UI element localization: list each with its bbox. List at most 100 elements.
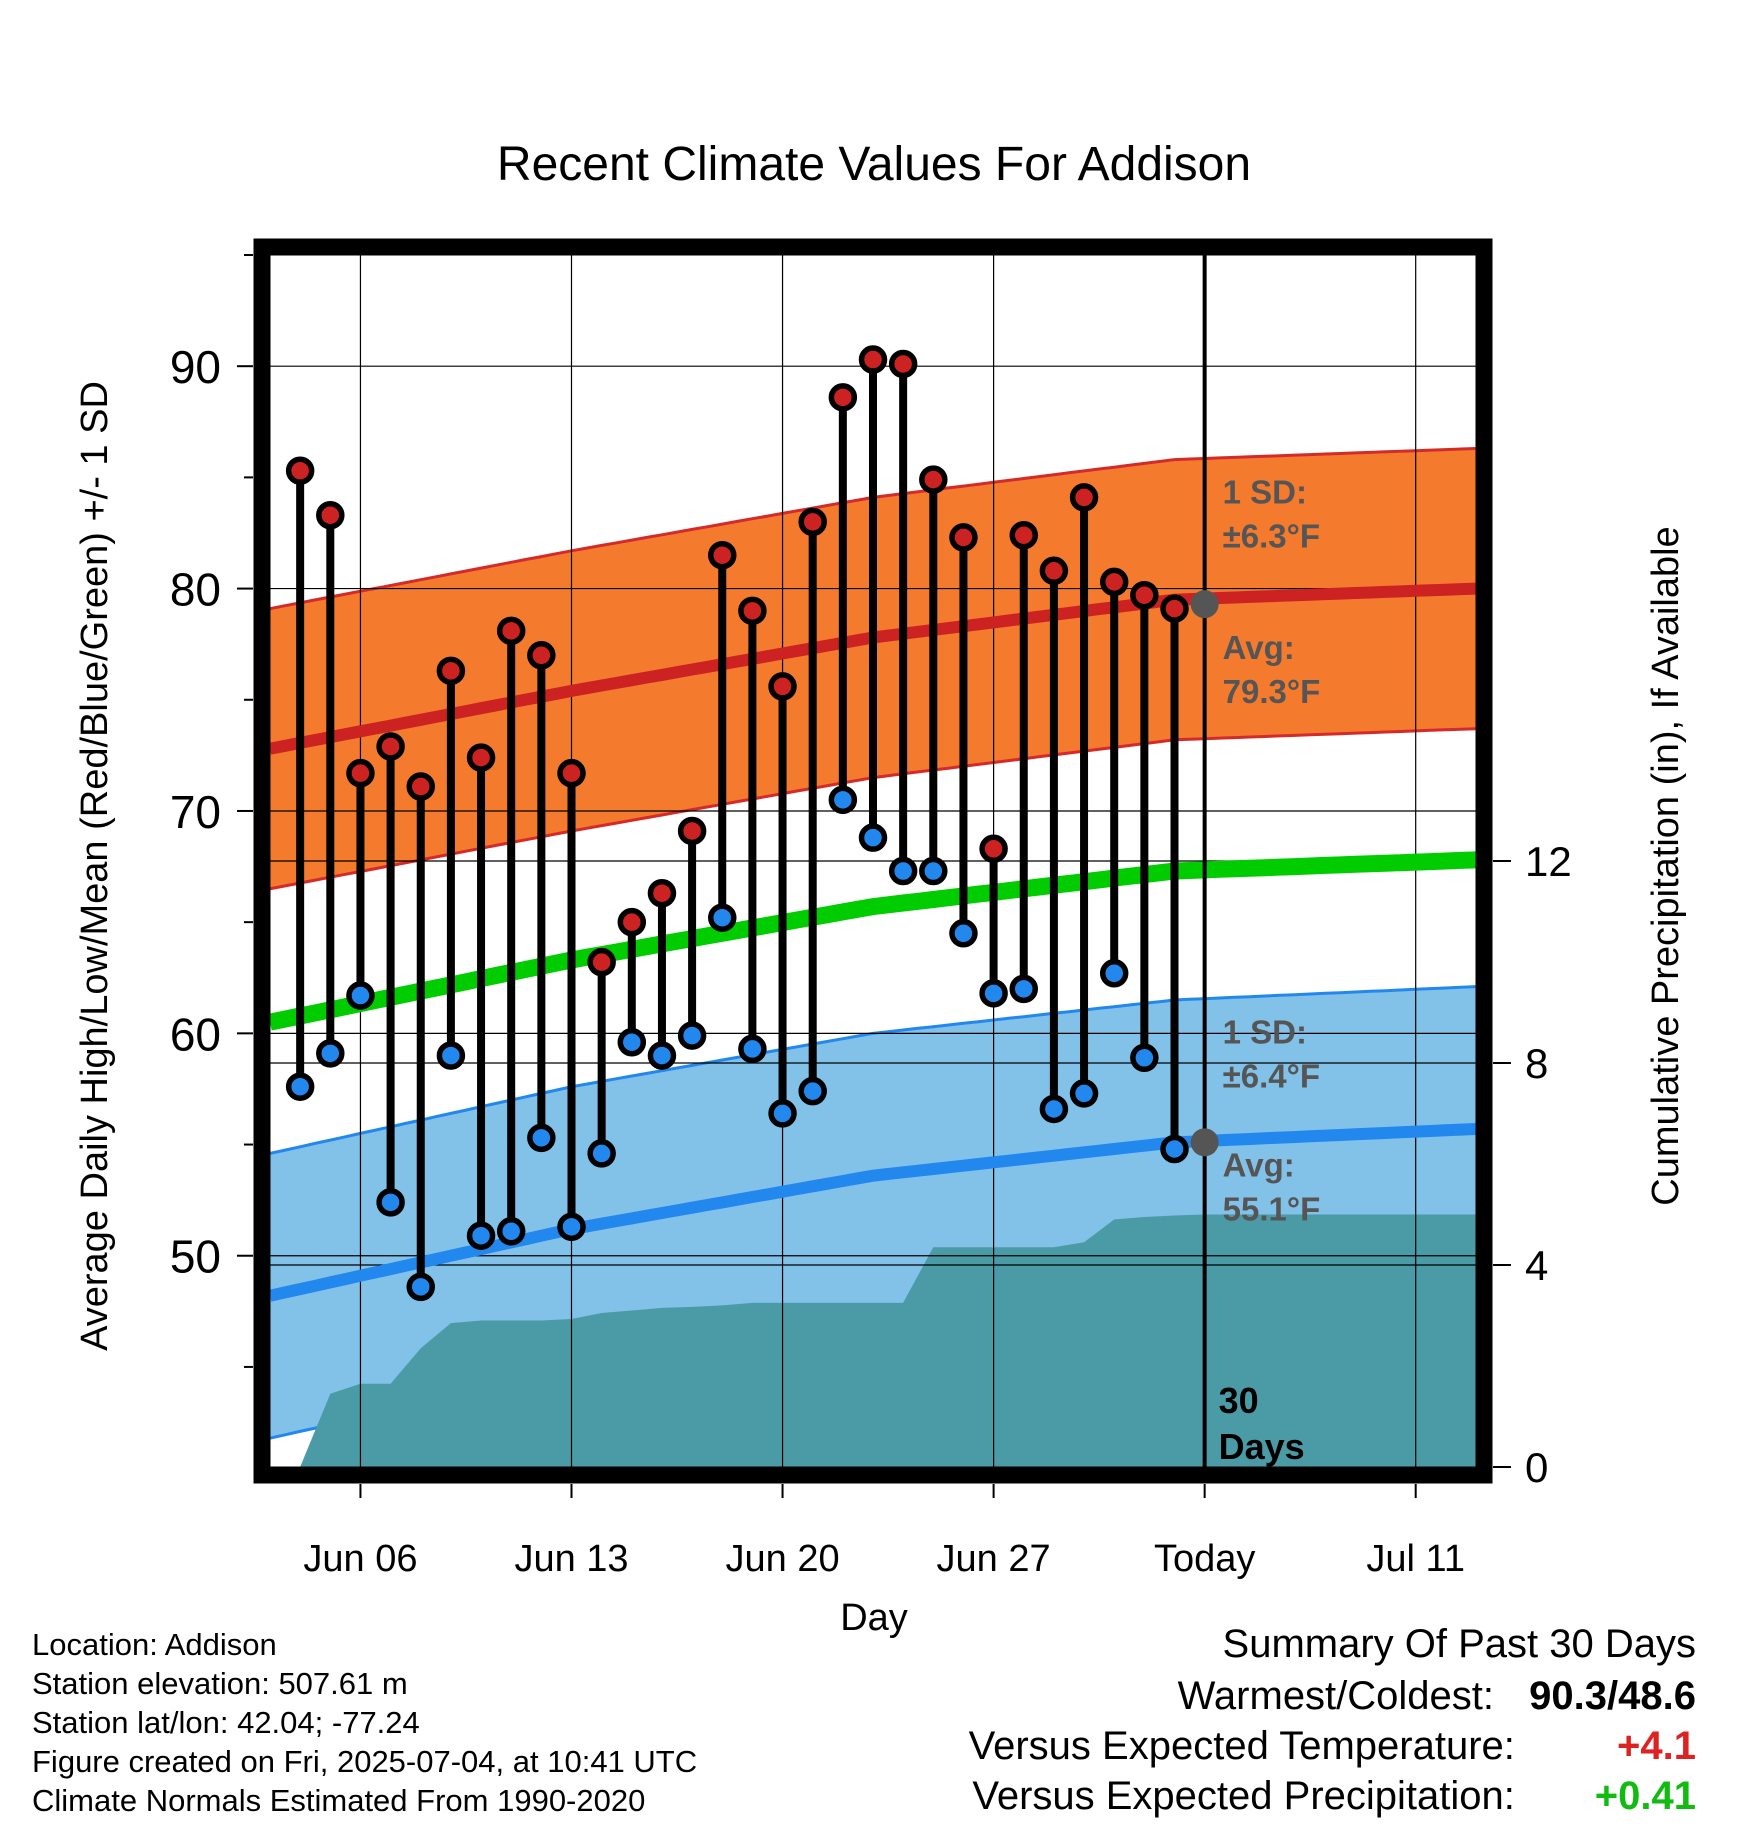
y2-tick-label: 4 <box>1525 1242 1548 1289</box>
day-2025-06-26 <box>949 523 978 948</box>
y2-tick-label: 8 <box>1525 1040 1548 1087</box>
high-sd-value: ±6.3°F <box>1223 517 1320 554</box>
day-2025-06-04 <box>285 456 315 1101</box>
low-point <box>1069 1079 1099 1108</box>
low-point <box>1130 1043 1159 1073</box>
high-avg-value: 79.3°F <box>1223 673 1321 710</box>
low-point <box>858 823 888 852</box>
low-point <box>677 1021 707 1050</box>
x-tick-label: Today <box>1154 1538 1255 1580</box>
summary-precipitation: Versus Expected Precipitation: +0.41 <box>972 1774 1696 1819</box>
high-point <box>527 641 556 670</box>
day-2025-06-08 <box>406 772 435 1302</box>
day-2025-06-07 <box>376 732 405 1217</box>
day-2025-07-02 <box>1130 580 1159 1073</box>
high-point <box>828 383 858 412</box>
day-2025-06-05 <box>316 500 345 1068</box>
low-point <box>527 1123 556 1153</box>
high-point <box>949 523 978 552</box>
x-tick-label: Jul 11 <box>1366 1538 1465 1580</box>
warm-cold-values: 90.3/48.6 <box>1529 1674 1696 1718</box>
summary-warm-cold: Warmest/Coldest: 90.3/48.6 <box>1178 1674 1696 1719</box>
low-point <box>466 1221 496 1250</box>
plot-frame <box>253 238 1493 1484</box>
high-point <box>1099 567 1129 597</box>
today-marker: 30 Days <box>1202 255 1305 1467</box>
sd-annotations: 1 SD: ±6.3°F Avg: 79.3°F 1 SD: ±6.4°F Avg: 55.1… <box>1190 473 1321 1227</box>
x-tick-label: Jun 27 <box>937 1538 1051 1580</box>
high-point <box>979 834 1008 864</box>
high-point <box>888 349 918 379</box>
day-2025-06-28 <box>1009 520 1038 1004</box>
high-point <box>708 540 737 570</box>
day-2025-06-20 <box>768 672 797 1128</box>
x-tick-label: Jun 06 <box>303 1538 417 1580</box>
y-axis-label: Average Daily High/Low/Mean (Red/Blue/Gr… <box>74 381 116 1351</box>
high-point <box>436 656 466 686</box>
high-point <box>316 500 345 530</box>
y2-axis-label: Cumulative Precipitation (in), If Availa… <box>1645 526 1687 1205</box>
low-point <box>979 979 1008 1008</box>
warmest-value: 90.3 <box>1529 1674 1608 1718</box>
high-point <box>677 816 707 846</box>
y-tick-label: 80 <box>170 564 221 616</box>
high-point <box>346 758 375 788</box>
x-axis-label: Day <box>840 1597 908 1639</box>
day-2025-06-18 <box>708 540 737 932</box>
precip-value: +0.41 <box>1594 1774 1696 1818</box>
day-2025-06-24 <box>888 349 918 886</box>
low-point <box>617 1027 647 1057</box>
low-point <box>285 1072 315 1101</box>
low-point <box>346 981 375 1010</box>
day-2025-06-29 <box>1039 556 1069 1124</box>
axes: Jun 06 Jun 13 Jun 20 Jun 27 Today Jul 11 50 60 7… <box>170 254 1572 1580</box>
summary-title: Summary Of Past 30 Days <box>1222 1622 1696 1666</box>
low-point <box>828 785 858 815</box>
chart-title: Recent Climate Values For Addison <box>497 138 1251 191</box>
low-avg-label: Avg: <box>1223 1146 1295 1183</box>
low-sd-label: 1 SD: <box>1223 1014 1307 1051</box>
info-created: Figure created on Fri, 2025-07-04, at 10… <box>32 1744 698 1779</box>
precip-label: Versus Expected Precipitation: <box>972 1774 1515 1818</box>
high-point <box>647 878 677 908</box>
low-point <box>376 1188 405 1217</box>
day-2025-06-30 <box>1069 483 1099 1108</box>
day-2025-06-22 <box>828 383 858 815</box>
high-point <box>376 732 405 761</box>
day-2025-06-13 <box>557 758 586 1242</box>
low-point <box>436 1041 466 1070</box>
low-point <box>949 919 978 948</box>
low-normal-line <box>270 1123 1476 1302</box>
high-point <box>738 596 767 626</box>
low-point <box>708 903 737 932</box>
high-point <box>1039 556 1069 586</box>
high-point <box>1130 580 1159 610</box>
high-point <box>1009 520 1038 550</box>
info-normals: Climate Normals Estimated From 1990-2020 <box>32 1783 646 1818</box>
low-point <box>316 1039 345 1068</box>
high-point <box>406 772 435 801</box>
day-2025-06-11 <box>496 616 526 1246</box>
low-point <box>768 1099 797 1128</box>
day-2025-06-12 <box>527 641 556 1153</box>
day-2025-06-27 <box>979 834 1008 1008</box>
summary-temperature: Versus Expected Temperature: +4.1 <box>969 1724 1696 1769</box>
low-point <box>647 1041 677 1070</box>
high-point <box>557 758 586 788</box>
low-point <box>406 1272 435 1302</box>
high-avg-today-dot <box>1190 590 1219 619</box>
y2-tick-label: 12 <box>1525 838 1572 885</box>
high-sd-label: 1 SD: <box>1223 473 1307 510</box>
high-point <box>1069 483 1099 512</box>
day-2025-06-10 <box>466 743 496 1250</box>
day-2025-07-03 <box>1160 594 1189 1164</box>
high-point <box>768 672 797 701</box>
y-tick-label: 50 <box>170 1231 221 1283</box>
temp-value: +4.1 <box>1617 1724 1696 1768</box>
high-point <box>587 947 616 977</box>
y-tick-label: 60 <box>170 1008 221 1060</box>
info-latlon: Station lat/lon: 42.04; -77.24 <box>32 1705 420 1740</box>
temp-label: Versus Expected Temperature: <box>968 1724 1515 1768</box>
day-2025-06-06 <box>346 758 375 1010</box>
